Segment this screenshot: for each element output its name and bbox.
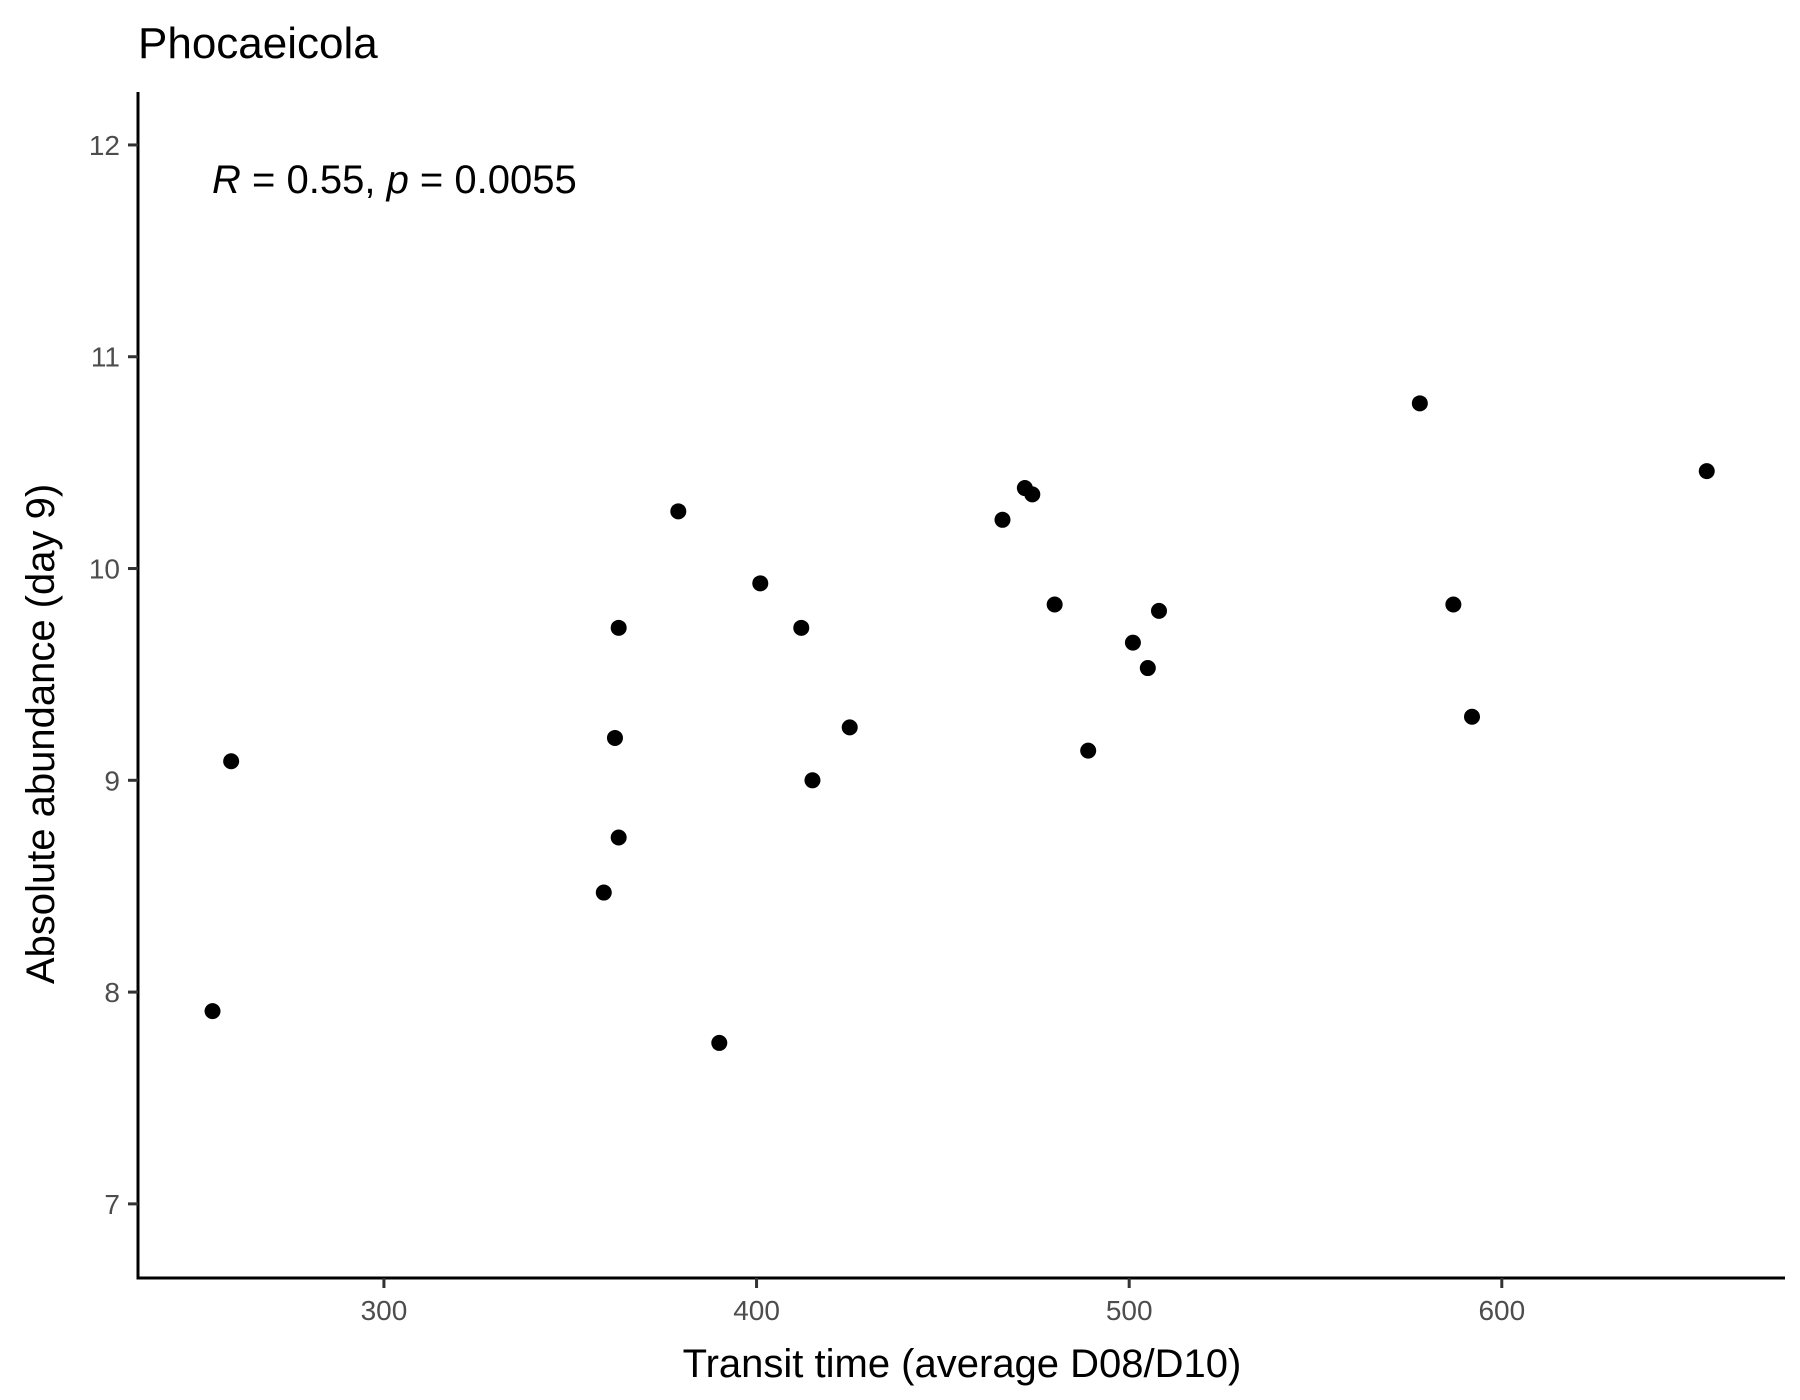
data-point <box>223 753 240 770</box>
x-axis-title: Transit time (average D08/D10) <box>683 1342 1242 1386</box>
data-point <box>994 511 1011 528</box>
data-point <box>1024 486 1041 503</box>
y-tick-label: 11 <box>91 342 120 373</box>
correlation-annotation: R = 0.55, p = 0.0055 <box>212 158 577 202</box>
data-point <box>1150 602 1167 619</box>
y-axis-title: Absolute abundance (day 9) <box>19 484 63 984</box>
data-point <box>610 619 627 636</box>
y-tick-label: 7 <box>104 1189 120 1220</box>
data-point <box>670 503 687 520</box>
data-point <box>606 729 623 746</box>
y-tick-label: 9 <box>104 765 120 796</box>
p-value: = 0.0055 <box>409 158 577 202</box>
x-axis-ticks: 300 400 500 600 <box>361 1278 1525 1326</box>
x-tick-label: 500 <box>1106 1295 1153 1326</box>
x-tick-label: 600 <box>1478 1295 1525 1326</box>
data-point <box>1080 742 1097 759</box>
points-layer <box>204 395 1715 1051</box>
y-tick-label: 8 <box>104 977 120 1008</box>
p-symbol: p <box>386 158 409 202</box>
data-point <box>1463 708 1480 725</box>
y-tick-label: 10 <box>89 554 120 585</box>
data-point <box>841 719 858 736</box>
chart-title: Phocaeicola <box>138 19 378 68</box>
y-tick-label: 12 <box>89 130 120 161</box>
data-point <box>1139 660 1156 677</box>
y-axis-ticks: 7 8 9 10 11 12 <box>89 130 138 1220</box>
r-symbol: R <box>212 158 241 202</box>
r-value: = 0.55, <box>241 158 387 202</box>
x-tick-label: 400 <box>733 1295 780 1326</box>
data-point <box>1698 463 1715 480</box>
data-point <box>595 884 612 901</box>
data-point <box>1124 634 1141 651</box>
data-point <box>1046 596 1063 613</box>
data-point <box>711 1034 728 1051</box>
data-point <box>793 619 810 636</box>
data-point <box>752 575 769 592</box>
data-point <box>1445 596 1462 613</box>
x-tick-label: 300 <box>361 1295 408 1326</box>
data-point <box>804 772 821 789</box>
data-point <box>610 829 627 846</box>
data-point <box>204 1003 221 1020</box>
data-point <box>1411 395 1428 412</box>
